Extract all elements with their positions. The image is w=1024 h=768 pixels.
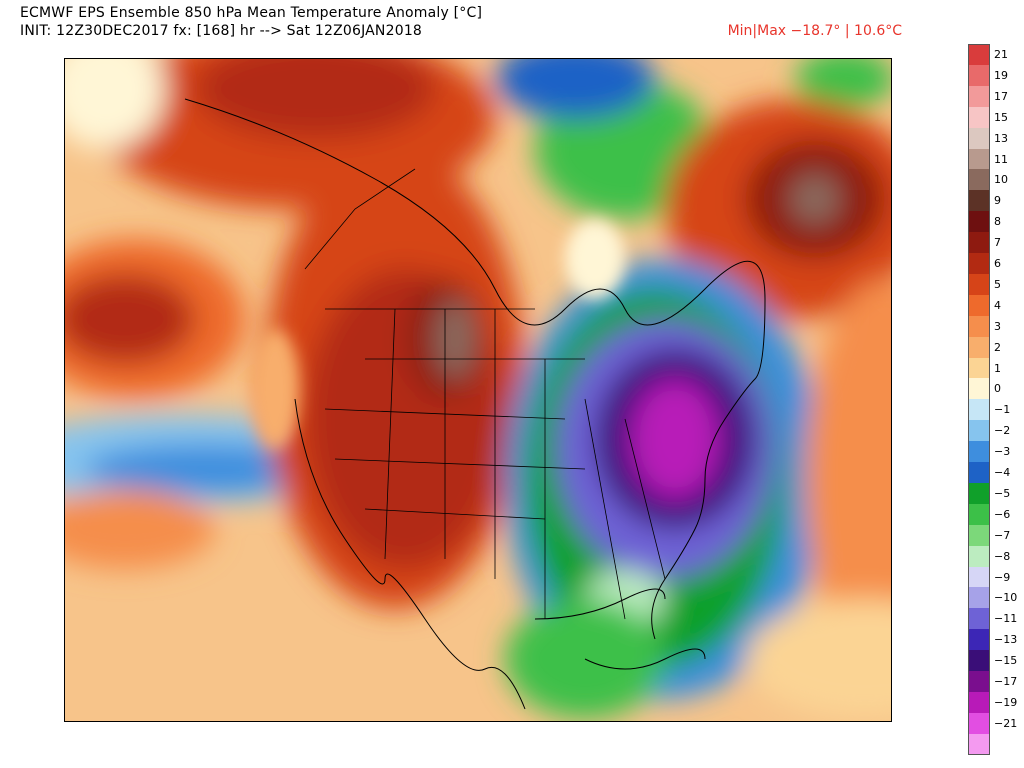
legend-swatch [968,127,990,149]
legend-label: −13 [994,633,1018,647]
anomaly-map [64,58,892,722]
legend-swatch [968,190,990,212]
legend-label: 9 [994,194,1001,208]
legend-label: −21 [994,716,1018,730]
legend-swatch [968,503,990,526]
legend-label: 10 [994,173,1008,187]
anomaly-detail [250,219,625,449]
legend-label: 3 [994,319,1001,333]
legend-swatch [968,378,990,400]
legend-label: −10 [994,591,1018,605]
legend-swatch [968,566,990,588]
legend-label: 21 [994,48,1008,61]
legend-swatch [968,44,990,66]
legend-swatch [968,671,990,693]
legend-swatch [968,482,990,505]
legend-swatch [968,712,990,735]
legend-label: 6 [994,257,1001,270]
legend-swatch [968,253,990,275]
legend-label: 7 [994,236,1001,250]
legend-swatch [968,587,990,609]
legend-label: −15 [994,654,1018,668]
legend-swatch [968,357,990,379]
legend-label: −1 [994,403,1011,417]
legend-label: −11 [994,612,1018,626]
legend-label: 17 [994,89,1008,103]
legend-label: −2 [994,424,1011,438]
legend-label: −4 [994,466,1011,479]
legend-swatch [968,733,990,756]
legend-label: 8 [994,215,1001,229]
legend-swatch [968,315,990,338]
legend-swatch [968,524,990,547]
legend-label: 13 [994,131,1008,145]
political-borders [304,168,666,620]
legend-swatch [968,545,990,567]
legend-label: 15 [994,110,1008,124]
map-title: ECMWF EPS Ensemble 850 hPa Mean Temperat… [20,5,483,21]
legend-swatch [968,399,990,421]
legend-swatch [968,336,990,358]
legend-label: −19 [994,695,1018,709]
legend-label: −17 [994,675,1018,688]
legend-label: 11 [994,152,1008,166]
legend-swatch [968,441,990,463]
legend-label: −6 [994,507,1011,521]
legend-swatch [968,211,990,233]
coastlines [184,98,766,710]
legend-swatch [968,64,990,87]
legend-swatch [968,106,990,129]
legend-label: 0 [994,382,1001,396]
legend-swatch [968,273,990,296]
legend-swatch [968,608,990,630]
legend-swatch [968,691,990,714]
legend-label: 19 [994,68,1008,82]
legend-label: 2 [994,340,1001,354]
legend-label: −3 [994,445,1011,459]
legend-label: −5 [994,486,1011,500]
legend-swatch [968,420,990,442]
legend-swatch [968,462,990,484]
legend-label: 1 [994,361,1001,375]
legend-label: 5 [994,277,1001,291]
legend-swatch [968,232,990,254]
min-max-readout: Min|Max −18.7° | 10.6°C [727,23,902,39]
legend-label: 4 [994,298,1001,312]
legend-swatch [968,629,990,651]
legend-label: −9 [994,570,1011,584]
legend-label: −8 [994,549,1011,563]
legend-swatch [968,650,990,672]
init-forecast-line: INIT: 12Z30DEC2017 fx: [168] hr --> Sat … [20,23,423,39]
legend-swatch [968,148,990,170]
legend-swatch [968,294,990,317]
legend-label: −7 [994,528,1011,542]
legend-swatch [968,169,990,191]
legend-swatch [968,85,990,108]
